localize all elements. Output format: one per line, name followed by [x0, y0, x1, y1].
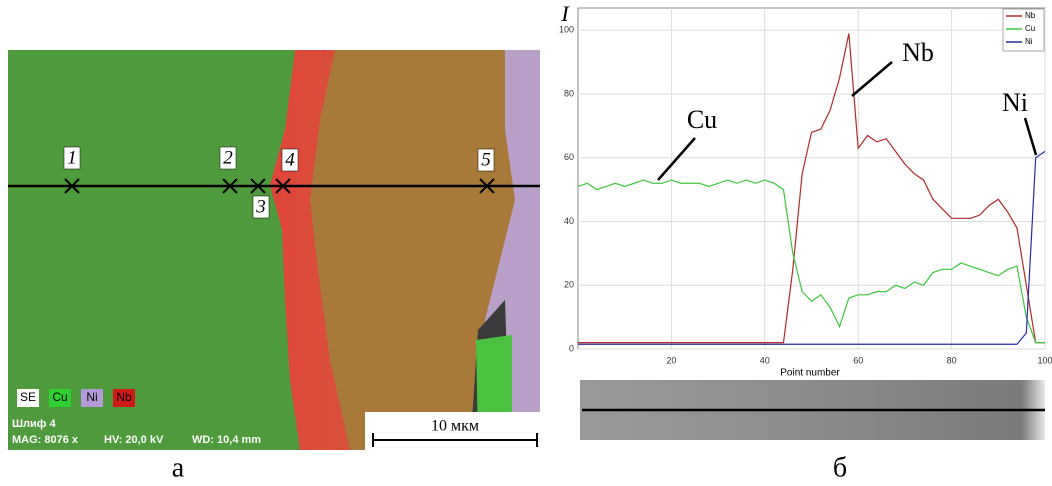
mag-label: MAG: 8076 x — [12, 434, 79, 446]
legend-chip: SE — [20, 390, 36, 404]
y-tick-label: 20 — [564, 280, 574, 290]
wd-label: WD: 10,4 mm — [192, 434, 261, 446]
legend-label: Ni — [1025, 37, 1033, 46]
y-tick-label: 100 — [559, 25, 574, 35]
page: {"image_panel": {"point_labels": ["1", "… — [0, 0, 1052, 486]
point-label: 2 — [223, 147, 233, 168]
annotation: Nb — [902, 38, 934, 67]
sample-label: Шлиф 4 — [12, 418, 56, 430]
x-tick-label: 80 — [947, 355, 957, 365]
annotation: Cu — [687, 105, 717, 134]
profile-strip — [580, 380, 1045, 440]
legend-label: Nb — [1025, 11, 1036, 20]
point-label: 1 — [67, 147, 77, 168]
scale-bar-label: 10 мкм — [431, 418, 479, 435]
legend-label: Cu — [1025, 24, 1035, 33]
hv-label: HV: 20,0 kV — [104, 434, 164, 446]
caption: б — [833, 452, 847, 483]
legend-chip: Ni — [86, 390, 97, 404]
legend-chip: Cu — [52, 390, 67, 404]
point-label: 4 — [285, 149, 295, 170]
x-axis-label: Point number — [780, 368, 840, 379]
y-tick-label: 0 — [569, 343, 574, 353]
caption: а — [172, 452, 185, 483]
x-tick-label: 100 — [1037, 355, 1052, 365]
x-tick-label: 20 — [666, 355, 676, 365]
x-tick-label: 40 — [760, 355, 770, 365]
legend-chip: Nb — [116, 390, 132, 404]
y-tick-label: 80 — [564, 88, 574, 98]
y-tick-label: 40 — [564, 216, 574, 226]
y-axis-label: I — [560, 1, 570, 26]
legend: Nb Cu Ni — [1003, 9, 1044, 51]
x-tick-label: 60 — [853, 355, 863, 365]
figure: 1 2 3 4 5 SE Cu Ni Nb Шлиф 4 MAG: 8076 x… — [0, 0, 1052, 486]
annotation: Ni — [1002, 88, 1028, 117]
point-label: 3 — [255, 196, 266, 217]
y-tick-label: 60 — [564, 152, 574, 162]
point-label: 5 — [481, 149, 491, 170]
plot-area — [578, 8, 1045, 349]
